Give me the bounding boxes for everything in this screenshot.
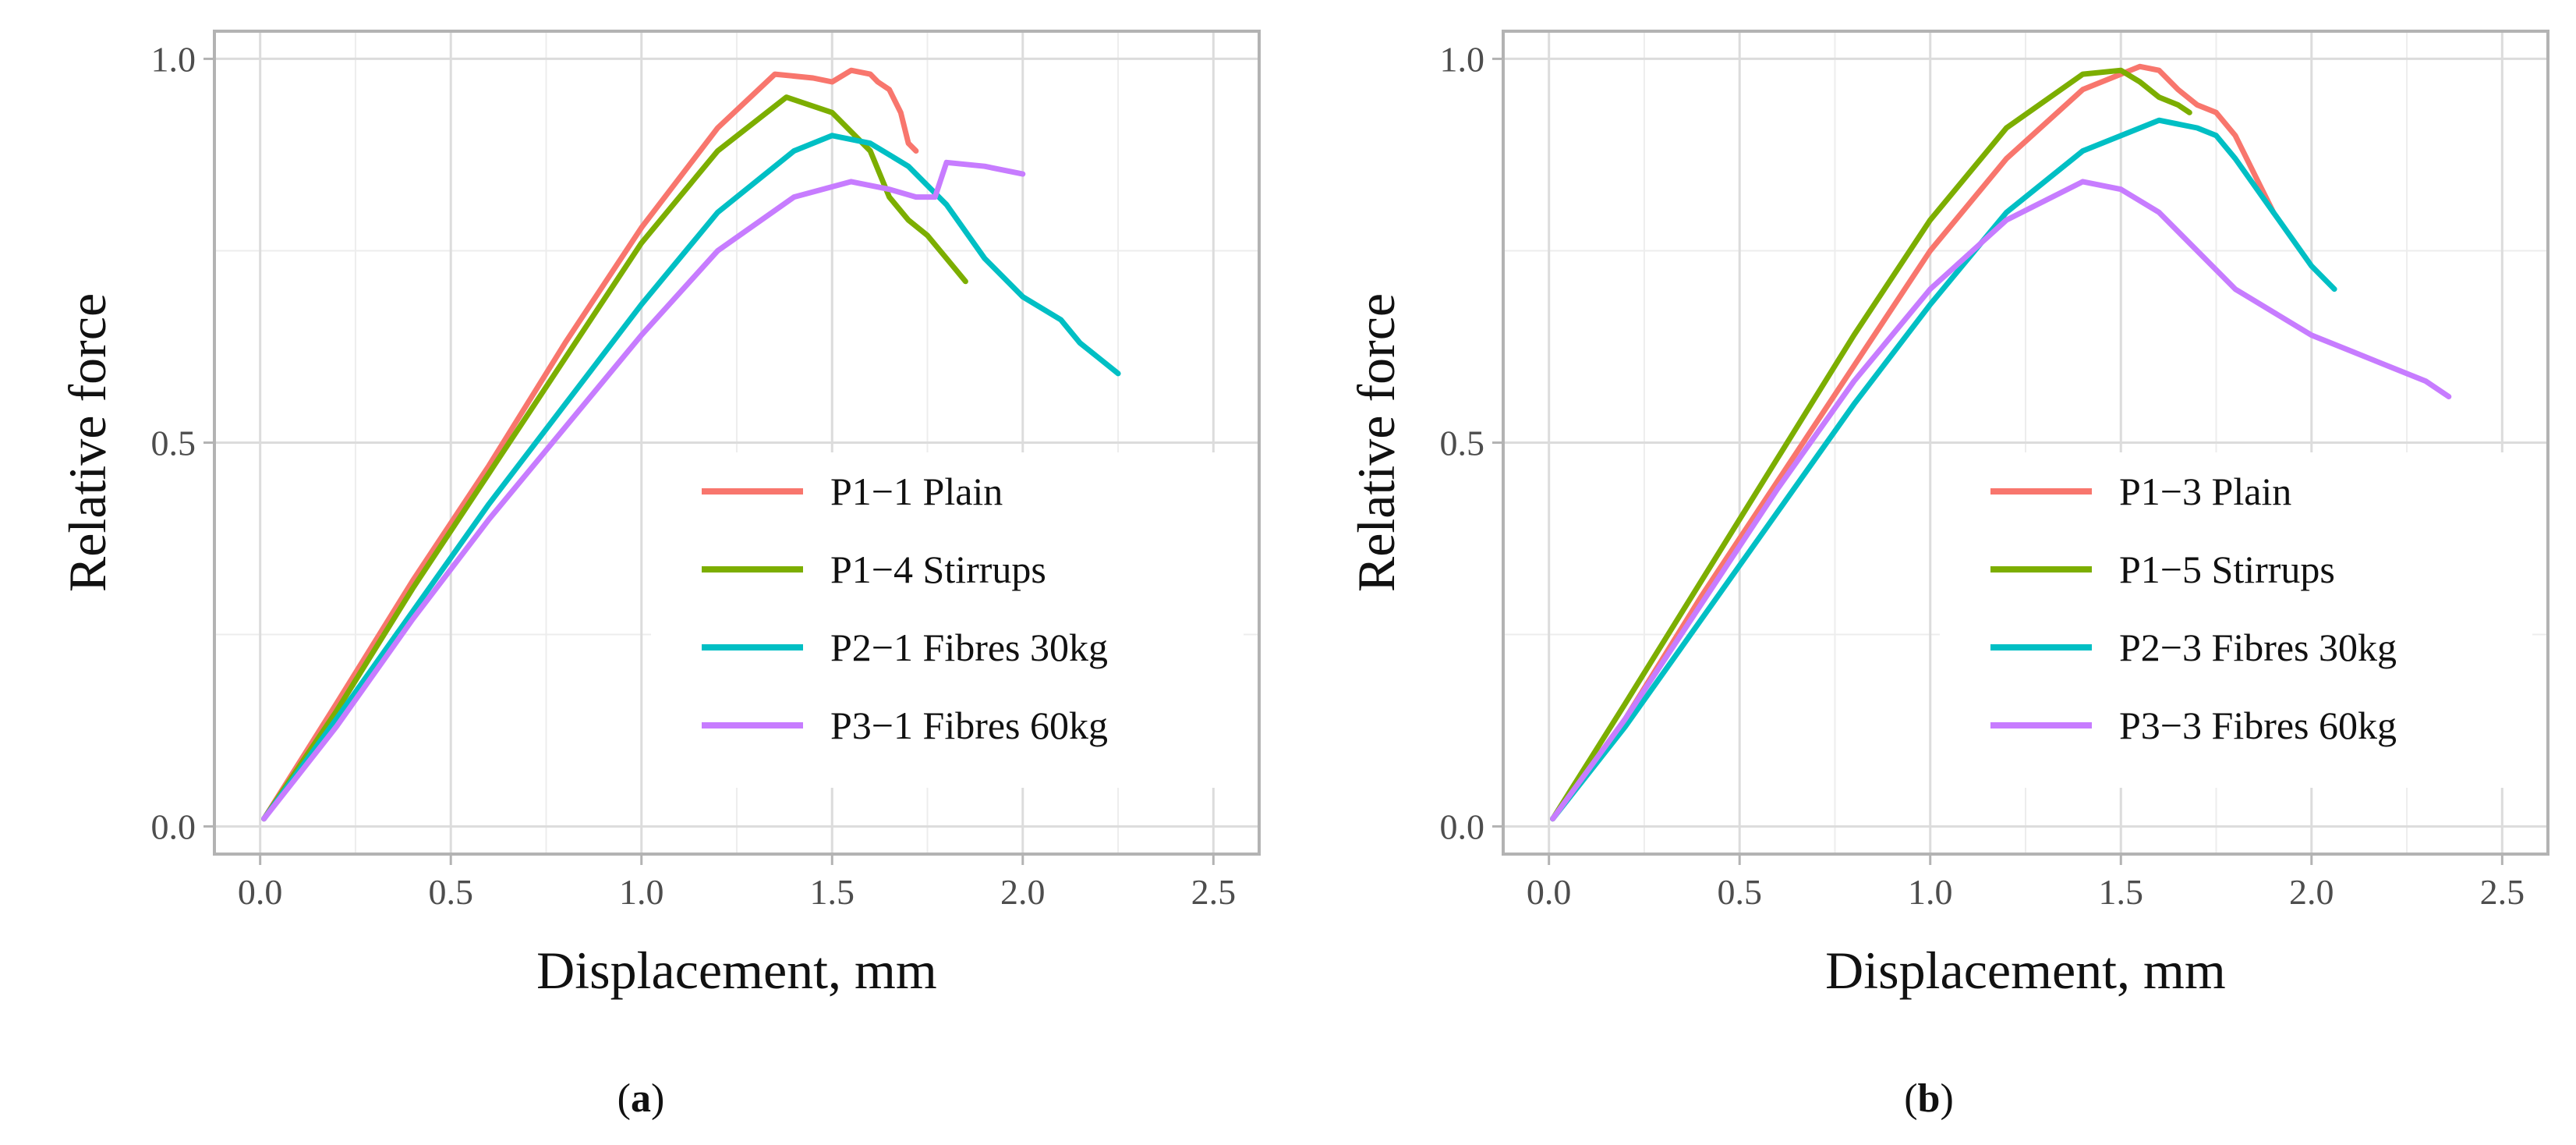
series-line-0 <box>261 67 919 822</box>
panel-label: (a) <box>617 1076 665 1121</box>
legend: P1−3 Plain P1−5 Stirrups P2−3 Fibres 30kg P… <box>1940 452 2532 788</box>
y-axis-title: Relative force <box>1346 293 1406 592</box>
panel-b: 0.0 0.5 1.0 1.5 2.0 2.5 0.0 0.5 1.0 Displacement,… <box>1346 30 2549 1121</box>
legend-label-0: P1−1 Plain <box>830 470 1003 513</box>
legend: P1−1 Plain P1−4 Stirrups P2−1 Fibres 30kg P… <box>651 452 1244 788</box>
x-tick-label: 1.5 <box>2099 872 2144 912</box>
x-tick-label: 0.5 <box>1717 872 1762 912</box>
x-tick-label: 0.5 <box>428 872 473 912</box>
y-tick-label: 1.0 <box>151 39 196 79</box>
x-axis-title: Displacement, mm <box>1825 941 2226 1000</box>
legend-label-1: P1−5 Stirrups <box>2119 548 2335 591</box>
y-tick-label: 0.5 <box>151 424 196 463</box>
series-line-3 <box>261 159 1026 822</box>
y-axis-title: Relative force <box>58 293 117 592</box>
legend-label-2: P2−1 Fibres 30kg <box>830 626 1108 669</box>
series-line-2 <box>1550 117 2337 822</box>
x-tick-label: 2.5 <box>1191 872 1237 912</box>
x-tick-label: 2.0 <box>2289 872 2334 912</box>
x-tick-label: 2.0 <box>1000 872 1046 912</box>
x-tick-label: 2.5 <box>2480 872 2525 912</box>
x-tick-label: 0.0 <box>238 872 283 912</box>
legend-label-0: P1−3 Plain <box>2119 470 2291 513</box>
y-tick-label: 0.5 <box>1440 424 1485 463</box>
y-tick-label: 0.0 <box>151 807 196 847</box>
legend-label-1: P1−4 Stirrups <box>830 548 1046 591</box>
series-line-1 <box>261 94 968 822</box>
panel-a: 0.0 0.5 1.0 1.5 2.0 2.5 0.0 0.5 1.0 Displacement,… <box>58 30 1261 1121</box>
legend-label-3: P3−1 Fibres 60kg <box>830 704 1108 747</box>
y-tick-label: 0.0 <box>1440 807 1485 847</box>
legend-background <box>651 452 1244 788</box>
legend-label-2: P2−3 Fibres 30kg <box>2119 626 2397 669</box>
x-tick-label: 1.5 <box>810 872 855 912</box>
series-line-2 <box>261 133 1121 822</box>
x-axis-title: Displacement, mm <box>536 941 937 1000</box>
legend-label-3: P3−3 Fibres 60kg <box>2119 704 2397 747</box>
panel-label: (b) <box>1904 1076 1954 1121</box>
x-tick-label: 0.0 <box>1527 872 1572 912</box>
x-tick-label: 1.0 <box>619 872 664 912</box>
legend-background <box>1940 452 2532 788</box>
series-line-1 <box>1550 67 2192 822</box>
series-line-3 <box>1550 179 2452 822</box>
x-tick-label: 1.0 <box>1908 872 1953 912</box>
series-line-0 <box>1550 63 2277 822</box>
y-tick-label: 1.0 <box>1440 39 1485 79</box>
